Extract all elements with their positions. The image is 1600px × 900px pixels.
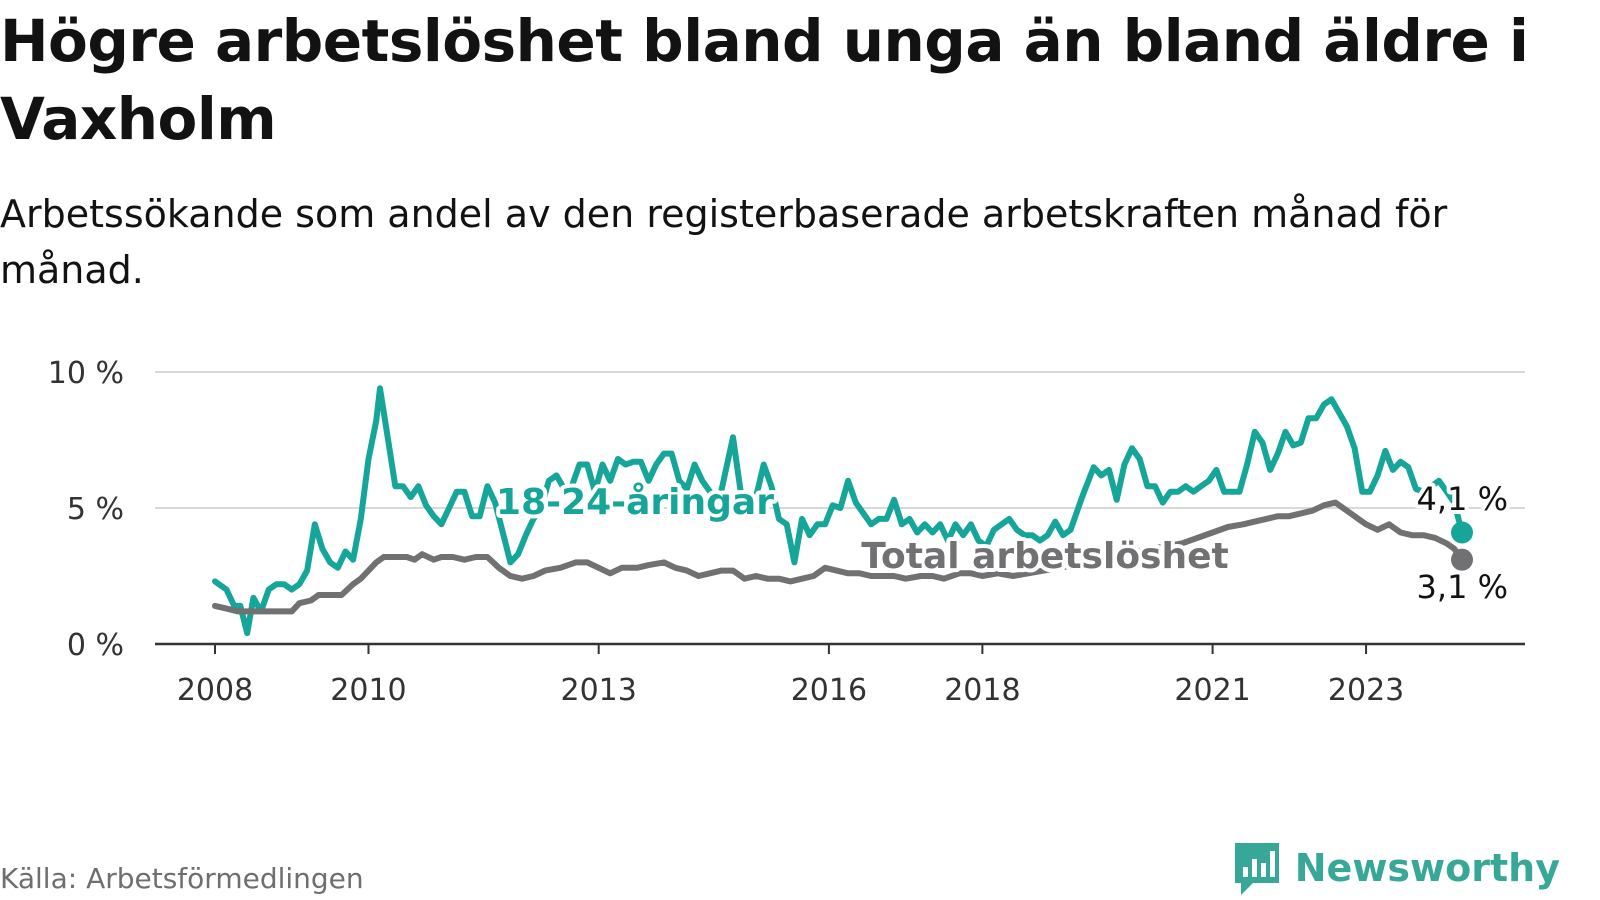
series-end-dot-youth	[1451, 521, 1473, 544]
y-tick-label: 0 %	[67, 628, 124, 663]
line-chart: 0 %5 %10 % 2008 2010 2013 2016 2018 2021 2023 …	[48, 356, 1525, 708]
series-labels: 18-24-åringar Total arbetslöshet 4,1 % 3,1 …	[492, 476, 1512, 610]
x-tick-label: 2008	[177, 673, 253, 708]
chart-subtitle: Arbetssökande som andel av den registerb…	[0, 192, 1448, 292]
source-note: Källa: Arbetsförmedlingen	[0, 862, 364, 895]
x-axis-ticks: 2008 2010 2013 2016 2018 2021 2023	[177, 644, 1404, 708]
y-axis-tick-labels: 0 % 5 % 10 %	[48, 356, 124, 663]
x-tick-label: 2010	[330, 673, 406, 708]
series-line-youth	[212, 385, 1465, 637]
newsworthy-logo-text: Newsworthy	[1294, 846, 1560, 890]
newsworthy-logo: Newsworthy	[1231, 838, 1560, 898]
x-tick-label: 2016	[791, 673, 867, 708]
series-line-total	[212, 499, 1465, 615]
series-lines	[212, 385, 1473, 637]
newsworthy-logo-icon	[1234, 843, 1279, 895]
x-tick-label: 2013	[561, 673, 637, 708]
y-tick-label: 10 %	[48, 356, 124, 391]
end-value-label-youth: 4,1 %	[1417, 480, 1508, 518]
series-label-total: Total arbetslöshet	[861, 536, 1229, 577]
series-end-dot-total	[1451, 548, 1473, 571]
x-tick-label: 2021	[1174, 673, 1250, 708]
y-tick-label: 5 %	[67, 492, 124, 527]
x-tick-label: 2023	[1328, 673, 1404, 708]
end-value-label-total: 3,1 %	[1417, 568, 1508, 606]
chart-title: Högre arbetslöshet bland unga än bland ä…	[0, 7, 1529, 153]
x-tick-label: 2018	[944, 673, 1020, 708]
series-label-youth: 18-24-åringar	[496, 482, 774, 523]
grid-lines	[155, 371, 1525, 509]
